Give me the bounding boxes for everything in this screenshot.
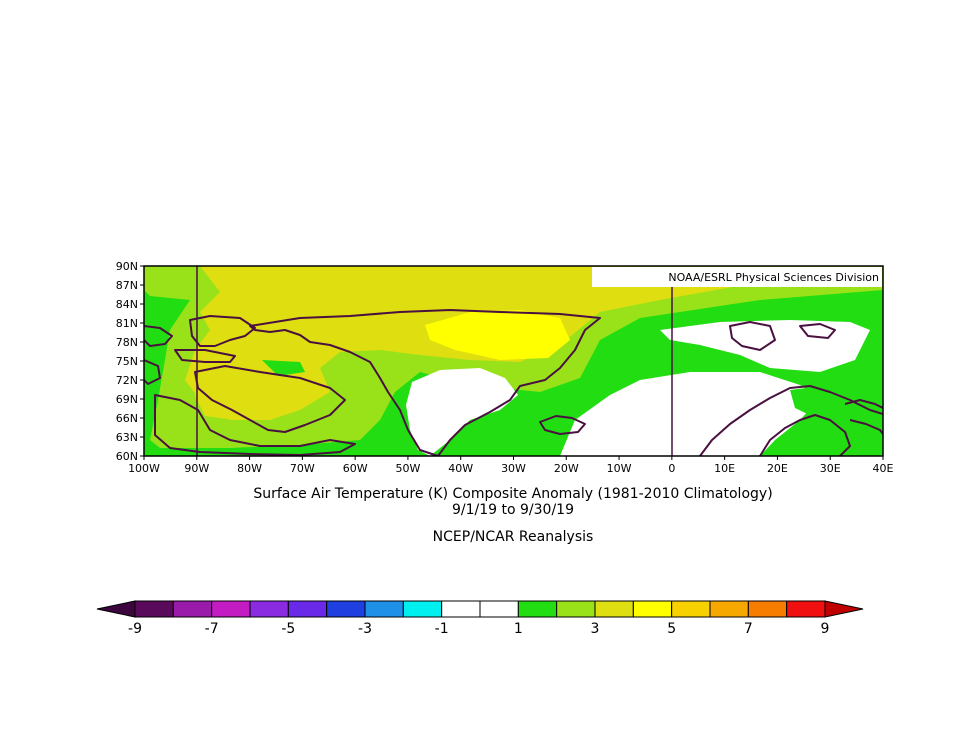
lon-tick-label: 100W	[128, 462, 160, 475]
colorbar-label: 1	[514, 621, 523, 637]
anomaly-neutral-atlantic	[560, 372, 820, 456]
coastline-northwest-islands	[144, 325, 173, 347]
coastline-devon	[174, 349, 236, 363]
colorbar-swatch	[249, 600, 289, 618]
colorbar: -9 -7 -5 -3 -1 1 3 5 7 9	[96, 600, 864, 637]
lon-tick-label: 30E	[820, 462, 841, 475]
lat-tick-label: 72N	[116, 374, 138, 387]
colorbar-swatch	[747, 600, 788, 618]
colorbar-swatch	[326, 600, 366, 618]
anomaly-field	[144, 266, 883, 456]
colorbar-swatch	[671, 600, 711, 618]
lat-tick-label: 87N	[116, 279, 138, 292]
credit-box	[592, 267, 882, 287]
coastline-white-sea	[849, 419, 883, 435]
colorbar-swatch	[517, 600, 558, 618]
coastline-franz-josef	[799, 323, 836, 339]
lat-tick-label: 66N	[116, 412, 138, 425]
lon-tick-label: 30W	[501, 462, 526, 475]
anomaly-band-1-scandinavia	[790, 385, 883, 440]
colorbar-label: 9	[821, 621, 830, 637]
lon-tick-label: 90W	[184, 462, 209, 475]
coastline-scandinavia	[699, 385, 883, 456]
colorbar-high-arrow	[824, 600, 864, 618]
coastline-svalbard	[729, 321, 776, 351]
lon-tick-label: 40E	[873, 462, 894, 475]
date-range: 9/1/19 to 9/30/19	[452, 502, 574, 518]
colorbar-label: -9	[128, 621, 142, 637]
credit-label: NOAA/ESRL Physical Sciences Division	[668, 271, 879, 284]
lon-tick-label: 10W	[607, 462, 632, 475]
colorbar-label: 3	[591, 621, 600, 637]
colorbar-low-arrow	[96, 600, 136, 618]
anomaly-neutral-greenland	[406, 368, 518, 456]
coastline-banks	[144, 359, 161, 385]
colorbar-swatch	[134, 600, 174, 618]
colorbar-label: 7	[744, 621, 753, 637]
coastline-greenland	[249, 309, 601, 456]
lon-tick-label: 70W	[290, 462, 315, 475]
coastline-sweden-finland	[759, 414, 851, 456]
colorbar-swatch	[287, 600, 328, 618]
colorbar-label: -1	[435, 621, 449, 637]
colorbar-swatch	[786, 600, 826, 618]
colorbar-label: -5	[281, 621, 295, 637]
lat-tick-label: 69N	[116, 393, 138, 406]
figure-title: Surface Air Temperature (K) Composite An…	[253, 486, 772, 502]
colorbar-swatch	[172, 600, 213, 618]
colorbar-swatch	[441, 600, 481, 618]
colorbar-swatch	[709, 600, 749, 618]
anomaly-band-3b	[262, 360, 305, 376]
lat-tick-label: 75N	[116, 355, 138, 368]
lat-tick-label: 81N	[116, 317, 138, 330]
lon-tick-label: 20E	[767, 462, 788, 475]
colorbar-swatch	[211, 600, 251, 618]
lon-tick-label: 10E	[714, 462, 735, 475]
lon-tick-label: 20W	[554, 462, 579, 475]
coastline-baffin	[194, 365, 346, 433]
coastline-iceland	[539, 415, 586, 435]
map-panel: NOAA/ESRL Physical Sciences Division 90N…	[116, 260, 894, 475]
colorbar-label: -3	[358, 621, 372, 637]
lon-tick-label: 50W	[395, 462, 420, 475]
colorbar-swatch	[402, 600, 443, 618]
lat-tick-label: 84N	[116, 298, 138, 311]
lon-tick-label: 40W	[448, 462, 473, 475]
colorbar-swatch	[556, 600, 596, 618]
colorbar-swatch	[364, 600, 404, 618]
lat-tick-label: 90N	[116, 260, 138, 273]
anomaly-band-5	[425, 310, 570, 360]
colorbar-swatch	[632, 600, 673, 618]
coastlines	[144, 309, 883, 456]
coastline-ellesmere	[189, 315, 256, 347]
data-source: NCEP/NCAR Reanalysis	[433, 529, 594, 545]
lon-tick-label: 0	[668, 462, 675, 475]
lat-tick-label: 78N	[116, 336, 138, 349]
coastline-kola	[844, 399, 883, 409]
latitude-axis: 90N 87N 84N 81N 78N 75N 72N 69N 66N 63N 60N	[116, 260, 144, 463]
coastline-hudson	[154, 394, 356, 456]
lon-tick-label: 60W	[343, 462, 368, 475]
longitude-axis: 100W 90W 80W 70W 60W 50W 40W 30W 20W 10W 0 10E 20E 30…	[128, 456, 894, 475]
colorbar-swatch	[594, 600, 634, 618]
colorbar-label: -7	[205, 621, 219, 637]
lat-tick-label: 60N	[116, 450, 138, 463]
lat-tick-label: 63N	[116, 431, 138, 444]
anomaly-band-4b	[195, 364, 270, 420]
colorbar-label: 5	[667, 621, 676, 637]
lon-tick-label: 80W	[237, 462, 262, 475]
colorbar-swatch	[479, 600, 519, 618]
